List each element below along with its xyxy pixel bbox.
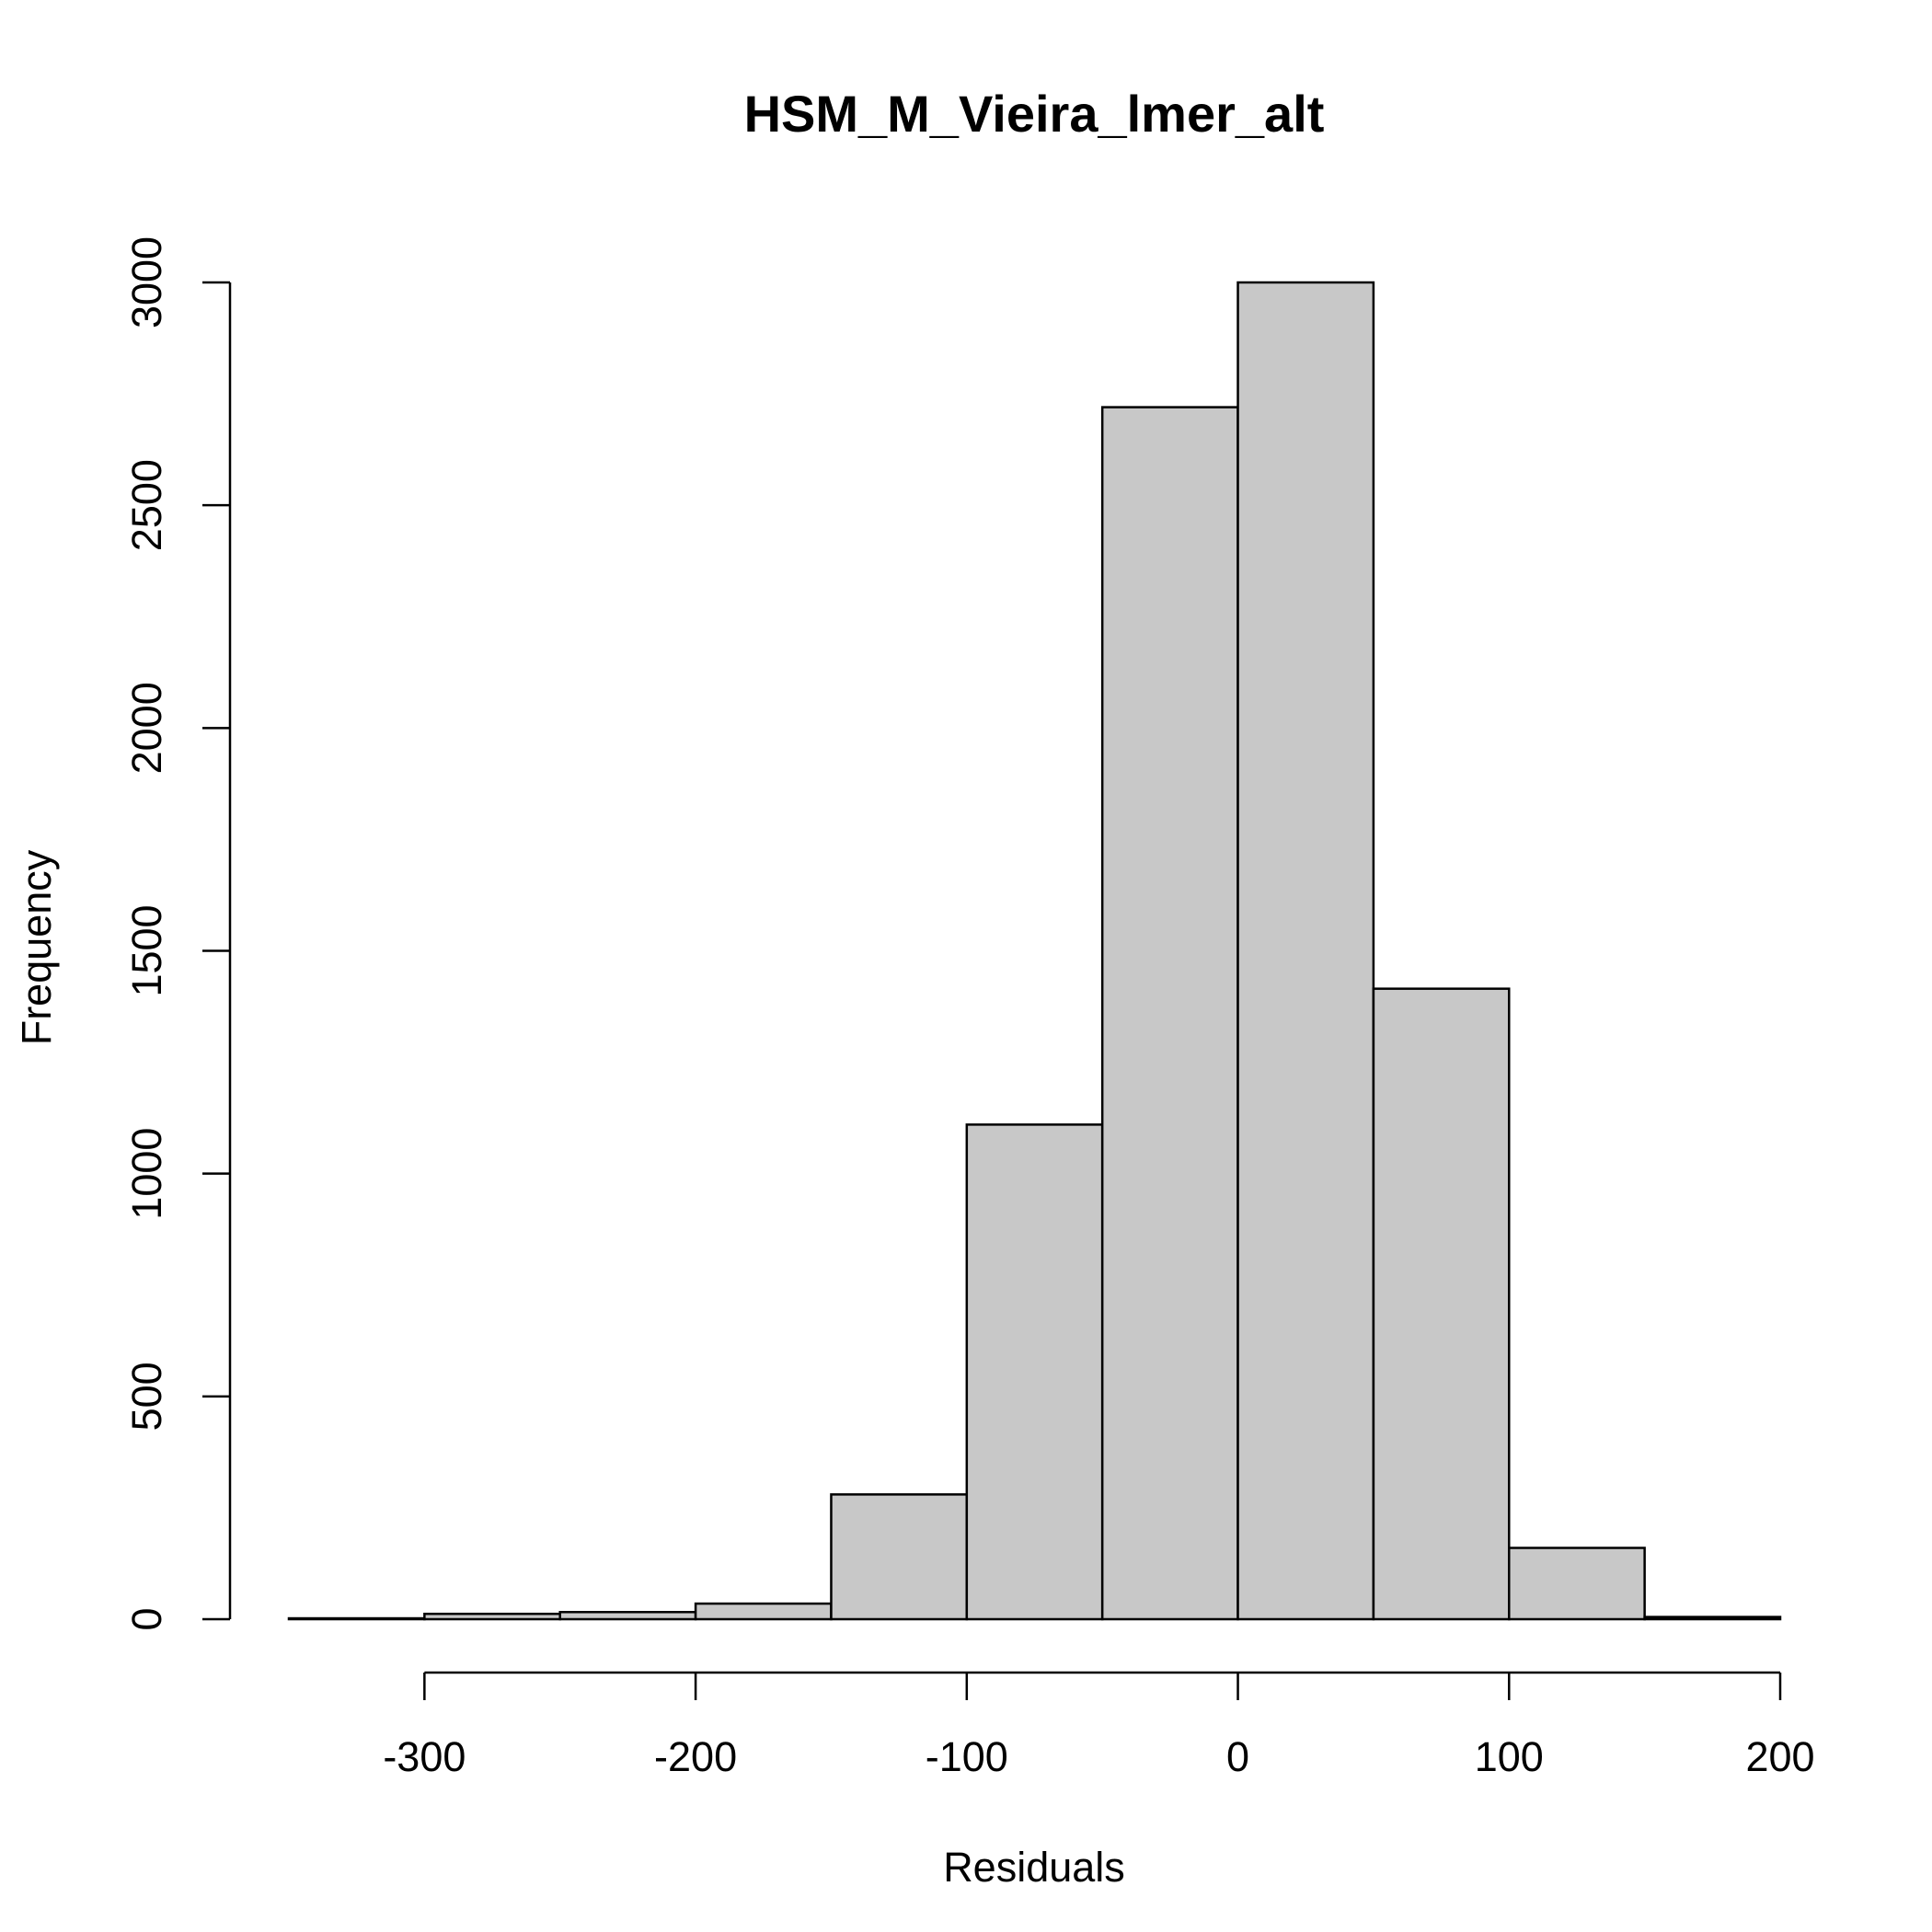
x-tick-label: -200 bbox=[654, 1733, 737, 1780]
histogram-bar bbox=[965, 1123, 1104, 1621]
histogram-bar bbox=[830, 1493, 969, 1621]
x-tick-label: 100 bbox=[1475, 1733, 1544, 1780]
y-tick-label: 2000 bbox=[123, 682, 170, 774]
y-tick-label: 500 bbox=[123, 1362, 170, 1431]
y-tick-label: 2500 bbox=[123, 459, 170, 551]
histogram-bar bbox=[1372, 987, 1511, 1621]
x-tick-label: -300 bbox=[383, 1733, 466, 1780]
histogram-bar bbox=[1236, 281, 1375, 1621]
x-axis: -300 -200 -100 0 100 200 bbox=[383, 1671, 1815, 1780]
y-axis-label: Frequency bbox=[13, 849, 60, 1045]
x-tick-label: 0 bbox=[1226, 1733, 1249, 1780]
y-axis: 0 500 1000 1500 2000 2500 3000 bbox=[123, 236, 232, 1631]
y-tick-label: 3000 bbox=[123, 236, 170, 328]
chart-title: HSM_M_Vieira_lmer_alt bbox=[744, 85, 1325, 143]
histogram-bar bbox=[694, 1602, 833, 1621]
histogram-bar bbox=[287, 1616, 426, 1621]
y-tick-label: 1000 bbox=[123, 1128, 170, 1220]
histogram-bar bbox=[558, 1611, 697, 1621]
histogram-bar bbox=[1508, 1547, 1646, 1621]
histogram-bar bbox=[423, 1612, 561, 1621]
y-tick-label: 0 bbox=[123, 1607, 170, 1630]
y-tick-label: 1500 bbox=[123, 904, 170, 996]
x-tick-label: -100 bbox=[926, 1733, 1008, 1780]
histogram-bar bbox=[1100, 406, 1239, 1621]
histogram-bars bbox=[287, 281, 1782, 1621]
x-tick-label: 200 bbox=[1745, 1733, 1814, 1780]
x-axis-label: Residuals bbox=[943, 1844, 1125, 1891]
histogram-bar bbox=[1643, 1616, 1782, 1621]
